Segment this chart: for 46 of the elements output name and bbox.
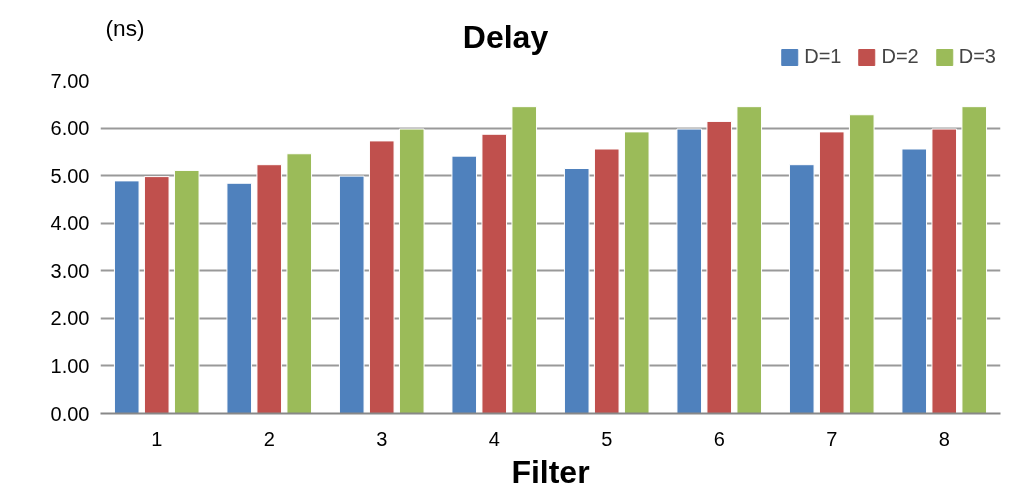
bar <box>788 164 815 414</box>
y-tick-label: 1.00 <box>50 354 90 377</box>
y-tick-label: 6.00 <box>50 117 90 140</box>
bar <box>623 131 650 414</box>
bar <box>226 182 253 414</box>
bar <box>398 128 425 414</box>
bar <box>736 106 763 414</box>
bar <box>256 164 283 414</box>
x-tick-label: 4 <box>488 427 500 450</box>
bar <box>286 153 313 414</box>
x-tick-label: 5 <box>601 427 613 450</box>
x-tick-label: 6 <box>713 427 725 450</box>
bar <box>848 114 875 414</box>
x-axis-title: Filter <box>511 453 590 490</box>
y-axis-title: (ns) <box>105 14 145 41</box>
x-tick-label: 7 <box>826 427 838 450</box>
y-tick-label: 4.00 <box>50 212 90 235</box>
bar <box>961 106 988 414</box>
bar <box>901 148 928 414</box>
legend-label: D=1 <box>804 45 842 68</box>
bar <box>931 128 958 414</box>
bar <box>113 180 140 414</box>
y-tick-label: 5.00 <box>50 164 90 187</box>
legend-label: D=2 <box>881 45 919 68</box>
x-tick-label: 1 <box>151 427 163 450</box>
bar <box>451 155 478 414</box>
bar <box>511 106 538 414</box>
chart-title: Delay <box>462 18 549 55</box>
y-tick-label: 2.00 <box>50 307 90 330</box>
bar <box>676 128 703 414</box>
bar <box>563 168 590 414</box>
legend-label: D=3 <box>958 45 996 68</box>
x-tick-label: 3 <box>376 427 388 450</box>
bar <box>481 133 508 414</box>
x-tick-label: 8 <box>938 427 950 450</box>
y-tick-label: 3.00 <box>50 259 90 282</box>
bar <box>143 176 170 414</box>
bar <box>173 169 200 414</box>
y-tick-label: 0.00 <box>50 402 90 425</box>
y-tick-label: 7.00 <box>50 69 90 92</box>
bar <box>706 120 733 414</box>
bar <box>818 131 845 414</box>
bar <box>338 175 365 414</box>
bar <box>593 148 620 414</box>
bar <box>368 140 395 414</box>
x-tick-label: 2 <box>263 427 275 450</box>
